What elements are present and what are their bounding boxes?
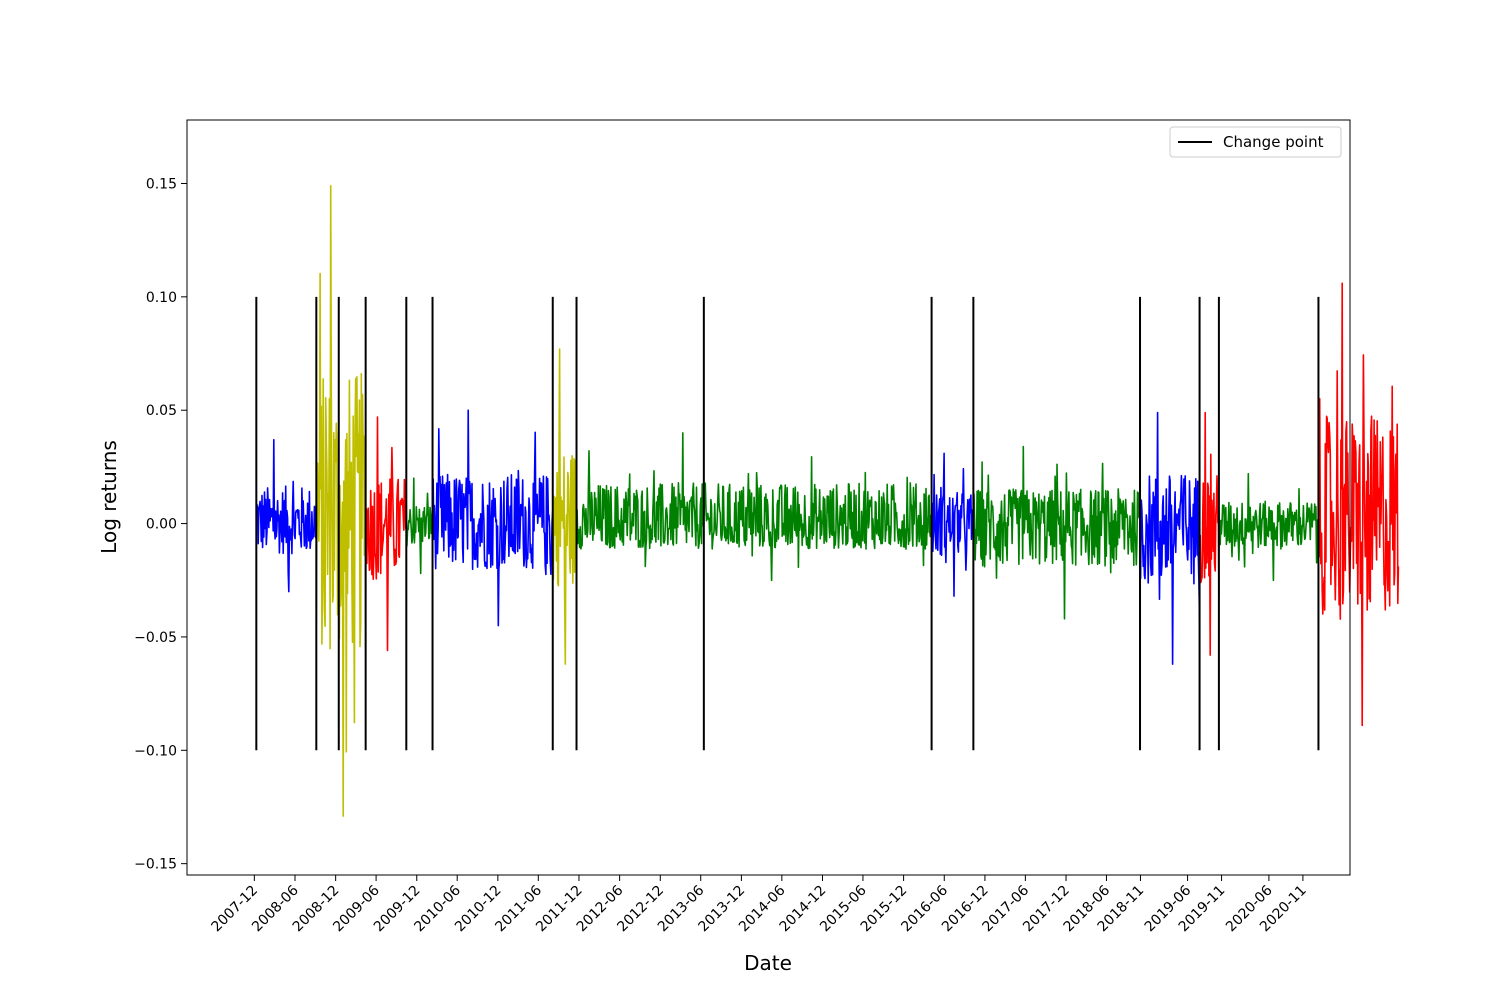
y-axis: −0.15 −0.10 −0.05 0.00 0.05 0.10 0.15 — [134, 176, 187, 873]
change-point-layer — [255, 296, 1320, 751]
series-segment-4 — [405, 477, 434, 575]
series-segment-8 — [930, 452, 975, 597]
series-segment-7 — [575, 432, 933, 582]
x-axis: 2007-122008-062008-122009-062009-122010-… — [208, 875, 1310, 935]
series-segment-10 — [1139, 411, 1201, 665]
series-segment-3 — [364, 416, 408, 652]
series-layer — [255, 185, 1400, 817]
legend: Change point — [1169, 126, 1342, 158]
series-segment-13 — [1317, 282, 1400, 727]
series-segment-12 — [1218, 472, 1320, 582]
y-tick-label: 0.10 — [146, 290, 177, 306]
x-axis-label: Date — [744, 951, 792, 975]
y-tick-label: −0.15 — [134, 857, 177, 873]
plot-frame — [186, 119, 1351, 876]
y-tick-label: −0.10 — [134, 743, 177, 759]
legend-box — [1169, 126, 1342, 158]
series-segment-2 — [315, 185, 367, 817]
series-segment-6 — [551, 348, 578, 665]
series-segment-9 — [972, 445, 1141, 620]
y-tick-label: −0.05 — [134, 630, 177, 646]
series-segment-1 — [255, 438, 318, 593]
y-axis-label: Log returns — [97, 440, 121, 554]
legend-label: Change point — [1223, 133, 1324, 151]
y-tick-label: 0.05 — [146, 403, 177, 419]
y-tick-label: 0.15 — [146, 176, 177, 192]
series-segment-5 — [431, 409, 554, 627]
y-tick-label: 0.00 — [146, 517, 177, 533]
series-segment-11 — [1198, 411, 1220, 656]
